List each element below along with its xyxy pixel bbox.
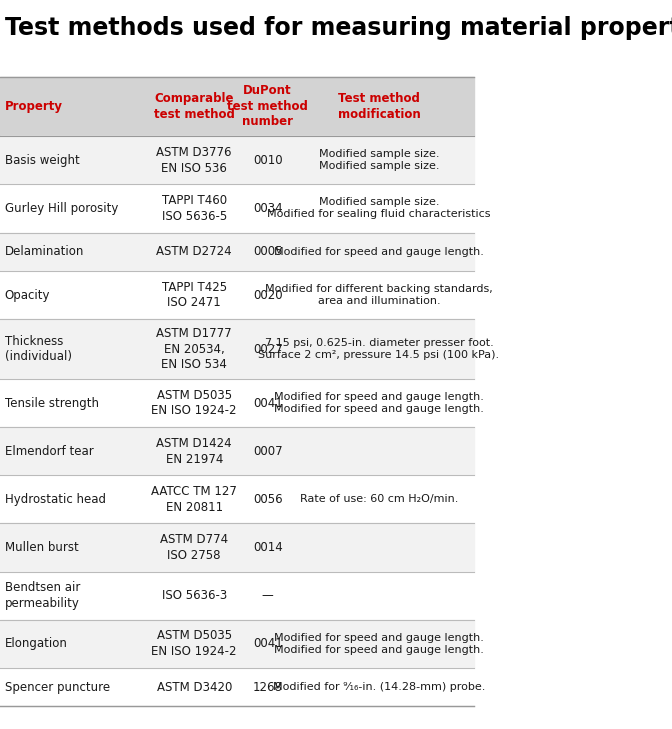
Text: ASTM D774
ISO 2758: ASTM D774 ISO 2758 [160, 533, 228, 562]
Text: Comparable
test method: Comparable test method [154, 92, 235, 121]
Text: 7.15 psi, 0.625-in. diameter presser foot.
Surface 2 cm², pressure 14.5 psi (100: 7.15 psi, 0.625-in. diameter presser foo… [259, 338, 499, 360]
Text: Elmendorf tear: Elmendorf tear [5, 445, 93, 458]
Text: —: — [262, 589, 274, 602]
Text: Mullen burst: Mullen burst [5, 541, 79, 554]
Text: Elongation: Elongation [5, 637, 68, 650]
Text: 0020: 0020 [253, 289, 282, 302]
Text: DuPont
test method
number: DuPont test method number [227, 85, 308, 128]
Text: AATCC TM 127
EN 20811: AATCC TM 127 EN 20811 [151, 485, 237, 514]
Text: Modified for speed and gauge length.: Modified for speed and gauge length. [274, 247, 484, 257]
Text: Hydrostatic head: Hydrostatic head [5, 493, 106, 506]
Text: Delamination: Delamination [5, 246, 84, 258]
Text: 0010: 0010 [253, 154, 282, 167]
Text: Rate of use: 60 cm H₂O/min.: Rate of use: 60 cm H₂O/min. [300, 494, 458, 504]
Text: 0005: 0005 [253, 246, 282, 258]
Text: ASTM D1777
EN 20534,
EN ISO 534: ASTM D1777 EN 20534, EN ISO 534 [157, 327, 232, 371]
Text: 1268: 1268 [253, 681, 283, 693]
Text: 0056: 0056 [253, 493, 282, 506]
Text: 0014: 0014 [253, 541, 282, 554]
Text: Opacity: Opacity [5, 289, 50, 302]
Bar [0, 475, 474, 523]
Text: ASTM D3776
EN ISO 536: ASTM D3776 EN ISO 536 [157, 146, 232, 175]
Text: Modified for different backing standards,
area and illumination.: Modified for different backing standards… [265, 284, 493, 306]
Text: ASTM D5035
EN ISO 1924-2: ASTM D5035 EN ISO 1924-2 [151, 389, 237, 418]
Text: Bendtsen air
permeability: Bendtsen air permeability [5, 581, 80, 610]
Text: 0007: 0007 [253, 445, 282, 458]
Bar [0, 572, 474, 620]
Text: Spencer puncture: Spencer puncture [5, 681, 110, 693]
Text: ASTM D2724: ASTM D2724 [157, 246, 232, 258]
Text: ASTM D5035
EN ISO 1924-2: ASTM D5035 EN ISO 1924-2 [151, 629, 237, 658]
Text: TAPPI T460
ISO 5636-5: TAPPI T460 ISO 5636-5 [161, 194, 227, 223]
Bar [0, 184, 474, 233]
Text: Tensile strength: Tensile strength [5, 397, 99, 410]
Bar [0, 523, 474, 572]
Text: ASTM D3420: ASTM D3420 [157, 681, 232, 693]
Text: Modified for speed and gauge length.
Modified for speed and gauge length.: Modified for speed and gauge length. Mod… [274, 633, 484, 655]
Bar [0, 427, 474, 475]
Text: Modified for speed and gauge length.
Modified for speed and gauge length.: Modified for speed and gauge length. Mod… [274, 392, 484, 414]
Bar [0, 668, 474, 706]
Bar [0, 136, 474, 184]
Text: Thickness
(individual): Thickness (individual) [5, 335, 72, 364]
Text: 0034: 0034 [253, 202, 282, 215]
Text: TAPPI T425
ISO 2471: TAPPI T425 ISO 2471 [162, 281, 226, 310]
Text: Modified sample size.
Modified for sealing fluid characteristics: Modified sample size. Modified for seali… [267, 198, 491, 219]
Text: Property: Property [5, 100, 62, 113]
Text: Test methods used for measuring material properties: Test methods used for measuring material… [5, 16, 672, 40]
Text: ISO 5636-3: ISO 5636-3 [161, 589, 227, 602]
Text: 0041: 0041 [253, 637, 282, 650]
Text: Basis weight: Basis weight [5, 154, 79, 167]
Bar [0, 319, 474, 379]
Bar [0, 620, 474, 668]
Bar [0, 271, 474, 319]
Text: Modified for ⁹⁄₁₆-in. (14.28-mm) probe.: Modified for ⁹⁄₁₆-in. (14.28-mm) probe. [273, 682, 485, 692]
Text: 0041: 0041 [253, 397, 282, 410]
Text: Gurley Hill porosity: Gurley Hill porosity [5, 202, 118, 215]
Text: Test method
modification: Test method modification [337, 92, 421, 121]
Text: ASTM D1424
EN 21974: ASTM D1424 EN 21974 [157, 437, 232, 466]
Bar [0, 77, 474, 136]
Bar [0, 379, 474, 427]
Text: 0027: 0027 [253, 343, 282, 356]
Bar [0, 233, 474, 271]
Text: Modified sample size.
Modified sample size.: Modified sample size. Modified sample si… [319, 149, 439, 171]
